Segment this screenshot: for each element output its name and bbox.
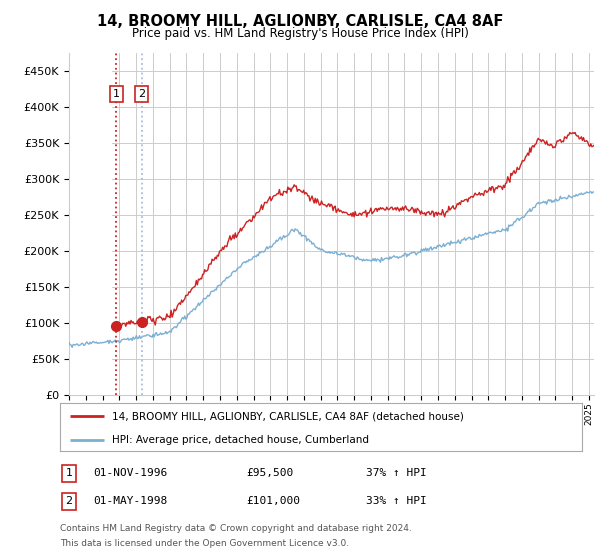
Text: 37% ↑ HPI: 37% ↑ HPI [366,468,427,478]
Text: 01-NOV-1996: 01-NOV-1996 [93,468,167,478]
Text: £101,000: £101,000 [246,496,300,506]
Text: £95,500: £95,500 [246,468,293,478]
Text: 1: 1 [113,89,120,99]
Text: This data is licensed under the Open Government Licence v3.0.: This data is licensed under the Open Gov… [60,539,349,548]
Text: 01-MAY-1998: 01-MAY-1998 [93,496,167,506]
Text: 2: 2 [65,496,73,506]
Text: 33% ↑ HPI: 33% ↑ HPI [366,496,427,506]
Bar [69,53,111,395]
Text: 1: 1 [65,468,73,478]
Text: 2: 2 [138,89,145,99]
Text: 14, BROOMY HILL, AGLIONBY, CARLISLE, CA4 8AF (detached house): 14, BROOMY HILL, AGLIONBY, CARLISLE, CA4… [112,411,464,421]
Text: Contains HM Land Registry data © Crown copyright and database right 2024.: Contains HM Land Registry data © Crown c… [60,524,412,533]
Text: 14, BROOMY HILL, AGLIONBY, CARLISLE, CA4 8AF: 14, BROOMY HILL, AGLIONBY, CARLISLE, CA4… [97,14,503,29]
Text: Price paid vs. HM Land Registry's House Price Index (HPI): Price paid vs. HM Land Registry's House … [131,27,469,40]
Text: HPI: Average price, detached house, Cumberland: HPI: Average price, detached house, Cumb… [112,435,369,445]
